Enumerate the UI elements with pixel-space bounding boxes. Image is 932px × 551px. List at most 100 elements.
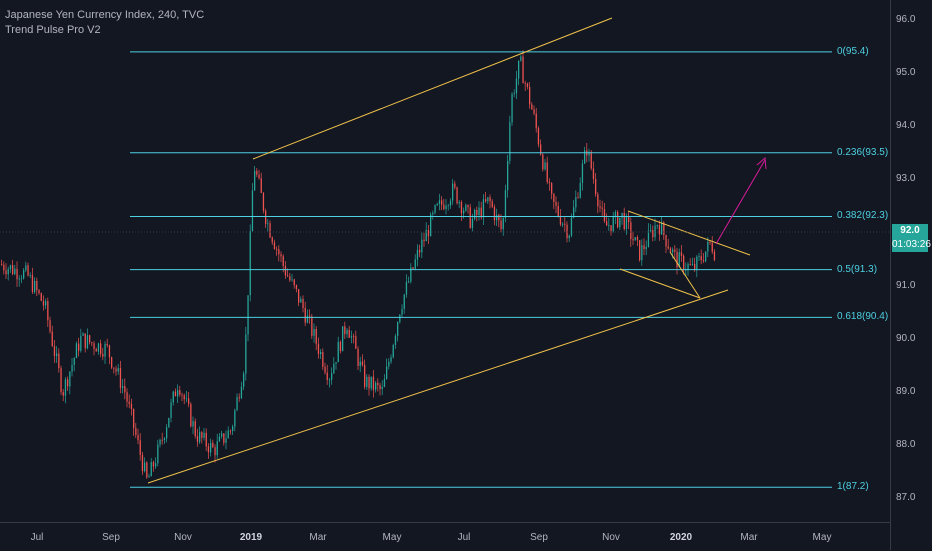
candle-body [705, 251, 707, 262]
price-tick-label: 89.0 [896, 385, 916, 397]
candle-body [570, 217, 573, 236]
candle-body [177, 390, 179, 397]
candle-body [658, 225, 661, 235]
candle-body [680, 252, 683, 256]
chart-legend: Japanese Yen Currency Index, 240, TVC Tr… [5, 8, 204, 38]
candle-body [573, 207, 575, 218]
fib-level-label: 0.618(90.4) [837, 311, 889, 323]
candle-body [469, 207, 471, 228]
wedge-inner-line[interactable] [669, 251, 701, 299]
candle-body [51, 331, 53, 347]
candle-body [227, 430, 229, 439]
candle-body [434, 205, 436, 213]
time-tick-label: May [382, 532, 402, 543]
candle-body [520, 56, 522, 61]
candle-body [509, 122, 511, 161]
candle-body [45, 301, 47, 306]
candle-body [559, 215, 562, 225]
candle-body [645, 246, 647, 250]
fib-level-label: 0(95.4) [837, 45, 869, 57]
candle-body [689, 264, 691, 265]
candle-body [553, 193, 555, 203]
candle-body [179, 390, 181, 395]
candle-body [542, 154, 544, 170]
candle-body [155, 463, 157, 467]
candle-body [460, 202, 463, 214]
candle-body [69, 371, 71, 387]
candle-body [711, 242, 713, 252]
price-tick-label: 87.0 [896, 491, 916, 503]
symbol-title[interactable]: Japanese Yen Currency Index, 240, TVC [5, 9, 205, 21]
candle-body [93, 343, 95, 349]
wedge-upper-line[interactable] [627, 210, 751, 256]
candle-body [199, 432, 201, 442]
candle-body [100, 343, 102, 354]
candle-body [498, 214, 500, 221]
candle-body [78, 343, 80, 351]
candle-body [375, 382, 377, 390]
candle-body [298, 289, 300, 303]
candle-body [526, 83, 529, 87]
candle-body [251, 190, 254, 232]
trendline-drawings[interactable] [147, 17, 767, 484]
candle-body [62, 392, 64, 396]
candle-body [496, 214, 498, 221]
fib-level-label: 0.382(92.3) [837, 210, 889, 222]
time-axis[interactable] [0, 522, 890, 551]
candle-body [364, 364, 366, 387]
candle-body [141, 454, 144, 472]
candle-body [524, 83, 526, 84]
candle-body [467, 205, 469, 208]
candle-body [84, 333, 86, 349]
candle-body [480, 207, 482, 218]
candle-body [64, 379, 67, 396]
candle-body [38, 290, 40, 294]
candle-body [157, 444, 159, 464]
candle-body [408, 281, 410, 283]
candle-body [357, 348, 359, 366]
candle-body [672, 249, 674, 253]
candle-body [269, 223, 271, 238]
candle-body [691, 263, 694, 265]
candle-body [399, 314, 401, 323]
indicator-title[interactable]: Trend Pulse Pro V2 [5, 24, 101, 36]
candle-body [137, 434, 139, 441]
candle-body [31, 275, 34, 292]
candle-body [163, 438, 166, 441]
candle-body [86, 335, 89, 349]
candle-body [463, 210, 465, 214]
wedge-lower-line[interactable] [619, 268, 701, 299]
candle-body [260, 178, 262, 193]
candle-body [324, 366, 326, 373]
channel-lower-line[interactable] [147, 289, 729, 484]
time-tick-label: Nov [174, 532, 192, 543]
candle-body [159, 439, 161, 445]
price-axis[interactable] [890, 0, 932, 550]
candle-body [403, 294, 405, 309]
candle-body [190, 403, 192, 427]
channel-upper-line[interactable] [252, 17, 613, 160]
candle-body [309, 315, 311, 317]
candle-body [619, 217, 621, 228]
candle-body [331, 373, 333, 380]
candle-body [313, 328, 315, 336]
candle-body [551, 183, 553, 194]
projection-arrow[interactable] [715, 159, 766, 245]
candle-body [25, 265, 27, 271]
candle-body [245, 334, 247, 374]
candle-body [537, 128, 540, 145]
price-tick-label: 90.0 [896, 332, 916, 344]
candle-body [379, 385, 381, 390]
candle-body [650, 230, 652, 231]
candle-body [225, 438, 227, 443]
candle-body [425, 230, 427, 242]
candle-body [386, 366, 388, 379]
fibonacci-retracement[interactable] [130, 51, 832, 488]
price-tick-label: 96.0 [896, 14, 916, 25]
candle-body [628, 216, 630, 223]
candle-body [322, 351, 324, 367]
candle-body [427, 230, 430, 237]
candle-body [20, 278, 23, 280]
candle-body [265, 210, 267, 224]
